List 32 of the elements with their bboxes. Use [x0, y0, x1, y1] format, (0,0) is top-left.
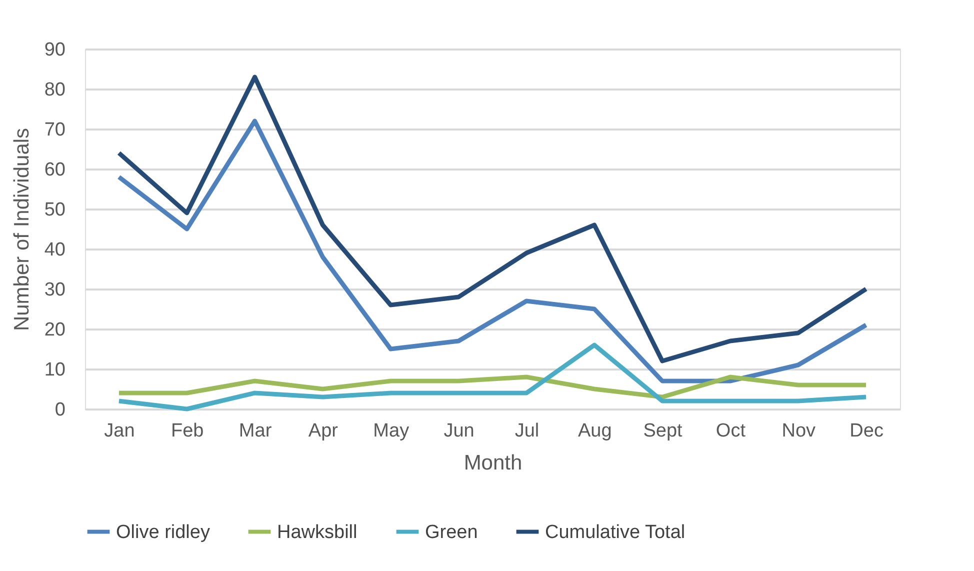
legend-label: Olive ridley — [116, 522, 210, 543]
y-tick-label: 20 — [44, 320, 66, 340]
x-tick-label: May — [373, 420, 410, 442]
y-tick-label: 0 — [54, 400, 66, 420]
y-tick-label: 60 — [44, 160, 66, 180]
legend-label: Hawksbill — [277, 522, 358, 543]
x-tick-label: Jun — [444, 420, 474, 442]
x-tick-label: Apr — [308, 420, 339, 442]
legend-label: Green — [425, 522, 478, 543]
line-series — [116, 342, 868, 412]
line-series — [116, 74, 868, 364]
x-tick-label: Aug — [578, 420, 612, 442]
y-tick-label: 10 — [44, 360, 66, 380]
x-tick-label: Jul — [514, 420, 540, 442]
x-tick-label: Jan — [104, 420, 135, 442]
x-tick-label: Dec — [850, 420, 884, 442]
y-tick-label: 80 — [44, 80, 66, 100]
line-series — [116, 118, 868, 384]
line-series — [116, 374, 868, 400]
x-tick-label: Sept — [643, 420, 684, 442]
y-tick-label: 70 — [44, 120, 66, 140]
y-tick-label: 50 — [44, 200, 66, 220]
y-tick-label: 30 — [44, 280, 66, 300]
y-tick-label: 90 — [44, 40, 66, 60]
x-tick-label: Oct — [716, 420, 746, 442]
x-tick-label: Feb — [171, 420, 204, 442]
y-tick-label: 40 — [44, 240, 66, 260]
y-axis-title: Number of Individuals — [10, 128, 34, 332]
legend-label: Cumulative Total — [545, 522, 686, 543]
x-tick-label: Mar — [238, 420, 272, 442]
x-axis-title: Month — [464, 452, 522, 474]
x-tick-label: Nov — [782, 420, 816, 442]
